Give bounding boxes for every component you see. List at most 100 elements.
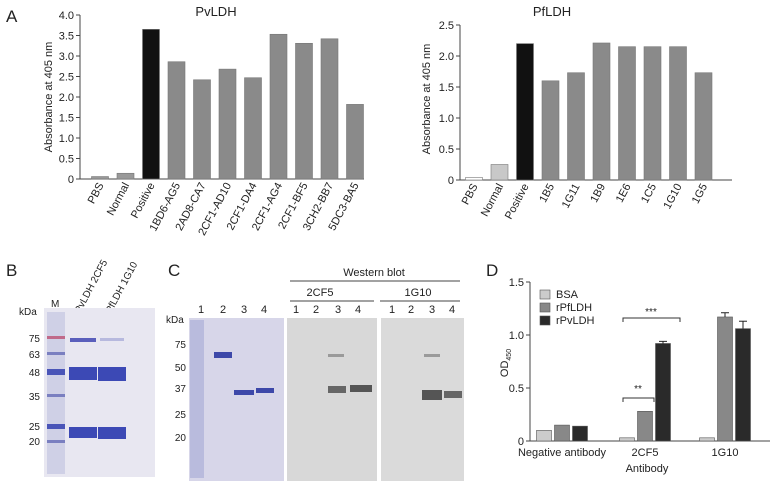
pfldh-bar [490, 164, 509, 181]
gel-c-lane-number: 2 [220, 304, 226, 316]
panel-letter-c: C [168, 261, 180, 280]
od450-bar [717, 316, 733, 442]
pfldh-category-label: 1B9 [588, 182, 608, 205]
pvldh-y-tick-label: 0 [68, 174, 74, 186]
pvldh-y-tick-label: 2.5 [59, 72, 74, 84]
pvldh-categories: PBSNormalPositive1BD6-AG52AD8-CA72CF1-AD… [86, 181, 362, 238]
od450-y-tick-label: 0.5 [509, 383, 524, 395]
gel-c-lane-number: 1 [198, 304, 204, 316]
od450-legend-label: BSA [556, 289, 579, 301]
western-1g10-lane3-band [422, 390, 442, 400]
gel-c-marker-label: 75 [175, 340, 187, 351]
group-1g10-label: 1G10 [405, 287, 432, 299]
pfldh-bar [465, 177, 483, 181]
gel-c-lane-numbers: 1 2 3 4 1 2 3 4 1 2 3 4 [198, 304, 455, 316]
gel-c-marker-label: 25 [175, 410, 187, 421]
od450-category-label: Negative antibody [518, 447, 607, 459]
pfldh-category-label: 1G10 [661, 182, 684, 211]
od450-y-ticks: 0 0.5 1.0 1.5 [509, 277, 530, 448]
pvldh-y-label: Absorbance at 405 nm [43, 42, 55, 153]
panel-letter-d: D [486, 261, 498, 280]
gel-b-marker-label: 48 [29, 368, 41, 379]
pfldh-bar [618, 46, 636, 181]
pvldh-bars [91, 29, 364, 180]
gel-b-marker-label: 63 [29, 350, 41, 361]
gel-c-lane-number: 4 [261, 304, 267, 316]
pfldh-category-label: PBS [460, 182, 481, 207]
western-2cf5-lane4-band [350, 385, 372, 392]
pvldh-chart: PvLDH Absorbance at 405 nm 0 0.5 1.0 1.5 2.0… [43, 4, 364, 238]
od450-y-tick-label: 1.5 [509, 277, 524, 289]
pfldh-bar [541, 80, 560, 181]
gel-c-lane-number: 2 [408, 304, 414, 316]
gel-c-lane2-band [214, 352, 232, 358]
pfldh-category-label: 1C5 [639, 182, 659, 205]
pvldh-bar [193, 79, 211, 180]
western-blot-title: Western blot [343, 267, 405, 279]
od450-legend-swatch [539, 315, 551, 326]
od450-bar [735, 328, 751, 442]
pfldh-bar [516, 43, 534, 181]
gel-b-kda-label: kDa [19, 307, 37, 318]
pfldh-bar [567, 72, 585, 181]
gel-b-lane-label-2: PfLDH 1G10 [104, 260, 141, 316]
od450-bar [619, 437, 635, 442]
gel-b-band-63-marker [47, 352, 65, 355]
od450-y-tick-label: 0 [518, 436, 524, 448]
pvldh-bar [269, 33, 288, 180]
pvldh-bar [244, 77, 262, 180]
significance-bracket-rpfldh [622, 397, 655, 402]
pvldh-bar [116, 172, 135, 180]
pvldh-y-tick-label: 0.5 [59, 154, 74, 166]
od450-y-label: OD450 [499, 349, 513, 377]
gel-c-lane4-band [256, 388, 274, 393]
gel-b-marker-label: 25 [29, 422, 41, 433]
od450-bar [536, 430, 552, 442]
od450-bar [572, 425, 588, 442]
pfldh-y-label: Absorbance at 405 nm [421, 44, 433, 155]
panel-letter-a: A [6, 7, 18, 26]
pvldh-y-tick-label: 4.0 [59, 10, 74, 22]
pfldh-category-label: 1E6 [614, 182, 634, 205]
od450-categories: Negative antibody 2CF5 1G10 [518, 447, 738, 459]
gel-b-lane2-band-top [100, 338, 124, 341]
western-1g10-lane4-band [444, 391, 462, 398]
gel-c-lane-number: 3 [429, 304, 435, 316]
western-2cf5-membrane [287, 318, 377, 481]
gel-c-coomassie [189, 318, 284, 481]
gel-c-marker-label: 20 [175, 433, 187, 444]
pfldh-y-tick-label: 0 [448, 175, 454, 187]
pfldh-category-label: Positive [503, 182, 532, 222]
gel-b-lane1-band-48 [69, 367, 97, 380]
pvldh-bar [346, 104, 364, 180]
significance-bracket-rpvldh [622, 317, 681, 322]
gel-c-lane-number: 4 [355, 304, 361, 316]
gel-c-lane3-band [234, 390, 254, 395]
pvldh-bar [218, 68, 237, 180]
pvldh-y-tick-label: 1.0 [59, 133, 74, 145]
od450-legend-swatch [539, 302, 551, 313]
pvldh-category-label: Normal [105, 181, 132, 218]
od450-bar [699, 437, 715, 442]
pfldh-bar [592, 42, 611, 181]
pfldh-title: PfLDH [533, 4, 571, 19]
gel-b-band-48-marker [47, 369, 65, 375]
gel-b-lane1-band-25 [69, 427, 97, 438]
gel-c-kda-label: kDa [166, 315, 184, 326]
od450-legend-label: rPfLDH [556, 302, 592, 314]
gel-c-lane-number: 4 [449, 304, 455, 316]
gel-b-lane-m: M [51, 299, 59, 310]
western-1g10-lane3-faint [424, 354, 440, 357]
od450-legend-swatch [539, 289, 551, 300]
gel-c-lane-number: 3 [335, 304, 341, 316]
gel-b-marker-label: 20 [29, 437, 41, 448]
gel-c-lane-number: 2 [313, 304, 319, 316]
pvldh-bar [91, 176, 109, 180]
pfldh-bars [465, 42, 713, 181]
gel-c-marker-label: 50 [175, 363, 187, 374]
gel-b-lane2-band-25 [98, 427, 126, 439]
gel-b-marker-label: 75 [29, 334, 41, 345]
